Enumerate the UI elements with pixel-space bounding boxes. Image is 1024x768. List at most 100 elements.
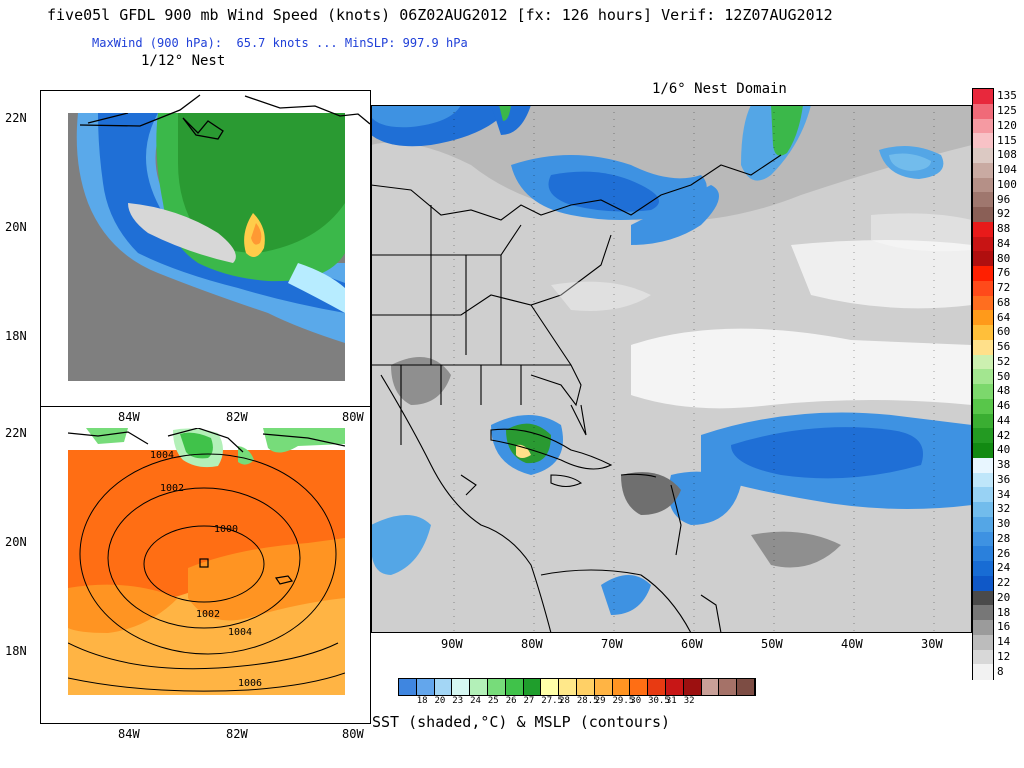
sst-colorbar-label: 29	[594, 696, 606, 706]
sst-colorbar-label: 30.5	[648, 696, 670, 706]
wind-colorbar-swatch	[973, 620, 993, 636]
wind-colorbar-swatch	[973, 369, 993, 385]
sst-colorbar-swatch	[523, 679, 542, 695]
wind-colorbar-swatch	[973, 339, 993, 355]
wind-colorbar-swatch	[973, 89, 993, 105]
sst-colorbar-swatch	[701, 679, 720, 695]
wind-colorbar-swatch	[973, 398, 993, 414]
nest-fine-label: 1/12° Nest	[141, 53, 226, 69]
sst-mslp-caption: SST (shaded,°C) & MSLP (contours)	[372, 713, 671, 731]
sst-colorbar	[398, 678, 756, 696]
wind-colorbar-swatch	[973, 384, 993, 400]
sst-colorbar-swatch	[399, 679, 417, 695]
sst-colorbar-swatch	[630, 679, 649, 695]
lon-label-60w: 60W	[681, 637, 703, 651]
lon-label-82w-top: 82W	[226, 410, 248, 424]
bottom-left-sst-mslp-map	[68, 428, 345, 695]
sst-colorbar-label: 25	[487, 696, 499, 706]
isobar-labels: 1004 1002 1000 1002 1004 1006	[150, 450, 262, 689]
lat-label-18n-bottom: 18N	[5, 644, 27, 658]
sst-colorbar-label: 28	[559, 696, 570, 706]
wind-colorbar-label: 135	[997, 89, 1017, 103]
wind-colorbar-label: 48	[997, 384, 1011, 398]
sst-colorbar-label: 27.5	[541, 696, 563, 706]
lon-label-80w: 80W	[521, 637, 543, 651]
left-panels-divider	[40, 406, 370, 407]
sst-colorbar-swatch	[576, 679, 595, 695]
top-left-coastline-overlay	[79, 94, 370, 127]
wind-colorbar-swatch	[973, 103, 993, 119]
lat-label-22n-top: 22N	[5, 111, 27, 125]
wind-colorbar-label: 14	[997, 635, 1011, 649]
wind-speed-colorbar-labels: 135 125 120 115 108 104 100 96 92 88 84 80 76 72 68 64 6…	[995, 88, 1023, 678]
lon-label-40w: 40W	[841, 637, 863, 651]
sst-colorbar-swatch	[594, 679, 613, 695]
lon-label-84w-bottom: 84W	[118, 727, 140, 741]
wind-colorbar-swatch	[973, 221, 993, 237]
wind-colorbar-swatch	[973, 443, 993, 459]
wind-colorbar-label: 88	[997, 222, 1011, 236]
wind-colorbar-swatch	[973, 310, 993, 326]
isobar-label: 1006	[238, 678, 262, 689]
wind-colorbar-swatch	[973, 590, 993, 606]
wind-colorbar-swatch	[973, 148, 993, 164]
isobar-label: 1004	[150, 450, 174, 461]
wind-colorbar-label: 120	[997, 118, 1017, 132]
nest-domain-label: 1/6° Nest Domain	[652, 81, 787, 97]
wind-colorbar-swatch	[973, 295, 993, 311]
wind-colorbar-swatch	[973, 325, 993, 341]
wind-colorbar-label: 26	[997, 546, 1011, 560]
wind-colorbar-swatch	[973, 354, 993, 370]
isobar-label: 1002	[196, 609, 220, 620]
sst-colorbar-labels: 18 20 23 24 25 26 27 27.5 28 28.5 29 29.5 30 30.5 31 32	[398, 696, 754, 708]
sst-colorbar-swatch	[612, 679, 631, 695]
isobar-label: 1002	[160, 483, 184, 494]
lat-label-20n-top: 20N	[5, 220, 27, 234]
wind-colorbar-swatch	[973, 266, 993, 282]
wind-colorbar-label: 30	[997, 517, 1011, 531]
sst-colorbar-swatch	[737, 679, 755, 695]
sst-colorbar-swatch	[559, 679, 577, 695]
wind-colorbar-swatch	[973, 457, 993, 473]
sst-colorbar-swatch	[541, 679, 560, 695]
wind-colorbar-label: 52	[997, 354, 1011, 368]
wind-colorbar-swatch	[973, 605, 993, 621]
wind-colorbar-swatch	[973, 413, 993, 429]
wind-colorbar-label: 125	[997, 104, 1017, 118]
wind-colorbar-label: 40	[997, 443, 1011, 457]
wind-colorbar-label: 84	[997, 236, 1011, 250]
main-domain-wind-map	[371, 105, 972, 633]
wind-colorbar-swatch	[973, 546, 993, 562]
wind-colorbar-swatch	[973, 634, 993, 650]
lon-label-50w: 50W	[761, 637, 783, 651]
sst-colorbar-swatch	[434, 679, 453, 695]
wind-speed-colorbar	[972, 88, 994, 680]
sst-colorbar-swatch	[452, 679, 471, 695]
wind-colorbar-swatch	[973, 162, 993, 178]
wind-colorbar-swatch	[973, 487, 993, 503]
wind-colorbar-label: 56	[997, 340, 1011, 354]
sst-colorbar-swatch	[665, 679, 684, 695]
sst-colorbar-label: 32	[683, 696, 695, 706]
sst-colorbar-label: 28.5	[576, 696, 599, 706]
wind-colorbar-label: 20	[997, 590, 1011, 604]
lon-label-30w: 30W	[921, 637, 943, 651]
wind-colorbar-label: 24	[997, 561, 1011, 575]
wind-colorbar-swatch	[973, 502, 993, 518]
wind-colorbar-swatch	[973, 177, 993, 193]
sst-colorbar-swatch	[470, 679, 488, 695]
wind-colorbar-swatch	[973, 236, 993, 252]
isobar-label: 1000	[214, 524, 238, 535]
wind-colorbar-label: 36	[997, 472, 1011, 486]
lon-label-80w-top: 80W	[342, 410, 364, 424]
lat-label-20n-bottom: 20N	[5, 535, 27, 549]
sst-colorbar-label: 20	[434, 696, 446, 706]
sst-colorbar-swatch	[648, 679, 666, 695]
wind-colorbar-label: 22	[997, 576, 1011, 590]
wind-colorbar-swatch	[973, 280, 993, 296]
lon-label-82w-bottom: 82W	[226, 727, 248, 741]
chart-subtitle: MaxWind (900 hPa): 65.7 knots ... MinSLP…	[92, 36, 468, 50]
lat-label-22n-bottom: 22N	[5, 426, 27, 440]
sst-colorbar-label: 24	[470, 696, 481, 706]
wind-colorbar-label: 60	[997, 325, 1011, 339]
